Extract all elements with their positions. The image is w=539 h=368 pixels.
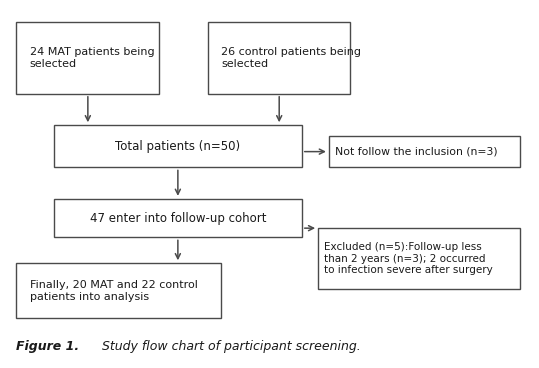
Text: Total patients (n=50): Total patients (n=50) [115,140,240,153]
Text: 26 control patients being
selected: 26 control patients being selected [221,47,361,69]
Text: Figure 1.: Figure 1. [16,340,79,353]
Text: Study flow chart of participant screening.: Study flow chart of participant screenin… [98,340,361,353]
FancyBboxPatch shape [208,22,350,94]
FancyBboxPatch shape [54,125,302,167]
FancyBboxPatch shape [329,136,520,167]
Text: Not follow the inclusion (n=3): Not follow the inclusion (n=3) [335,147,498,157]
Text: Finally, 20 MAT and 22 control
patients into analysis: Finally, 20 MAT and 22 control patients … [30,280,197,301]
FancyBboxPatch shape [16,263,221,318]
Text: 24 MAT patients being
selected: 24 MAT patients being selected [30,47,154,69]
Text: 47 enter into follow-up cohort: 47 enter into follow-up cohort [89,212,266,224]
FancyBboxPatch shape [54,199,302,237]
FancyBboxPatch shape [318,228,520,289]
Text: Excluded (n=5):Follow-up less
than 2 years (n=3); 2 occurred
to infection severe: Excluded (n=5):Follow-up less than 2 yea… [324,242,493,275]
FancyBboxPatch shape [16,22,159,94]
Text: Figure 1.: Figure 1. [16,340,79,353]
